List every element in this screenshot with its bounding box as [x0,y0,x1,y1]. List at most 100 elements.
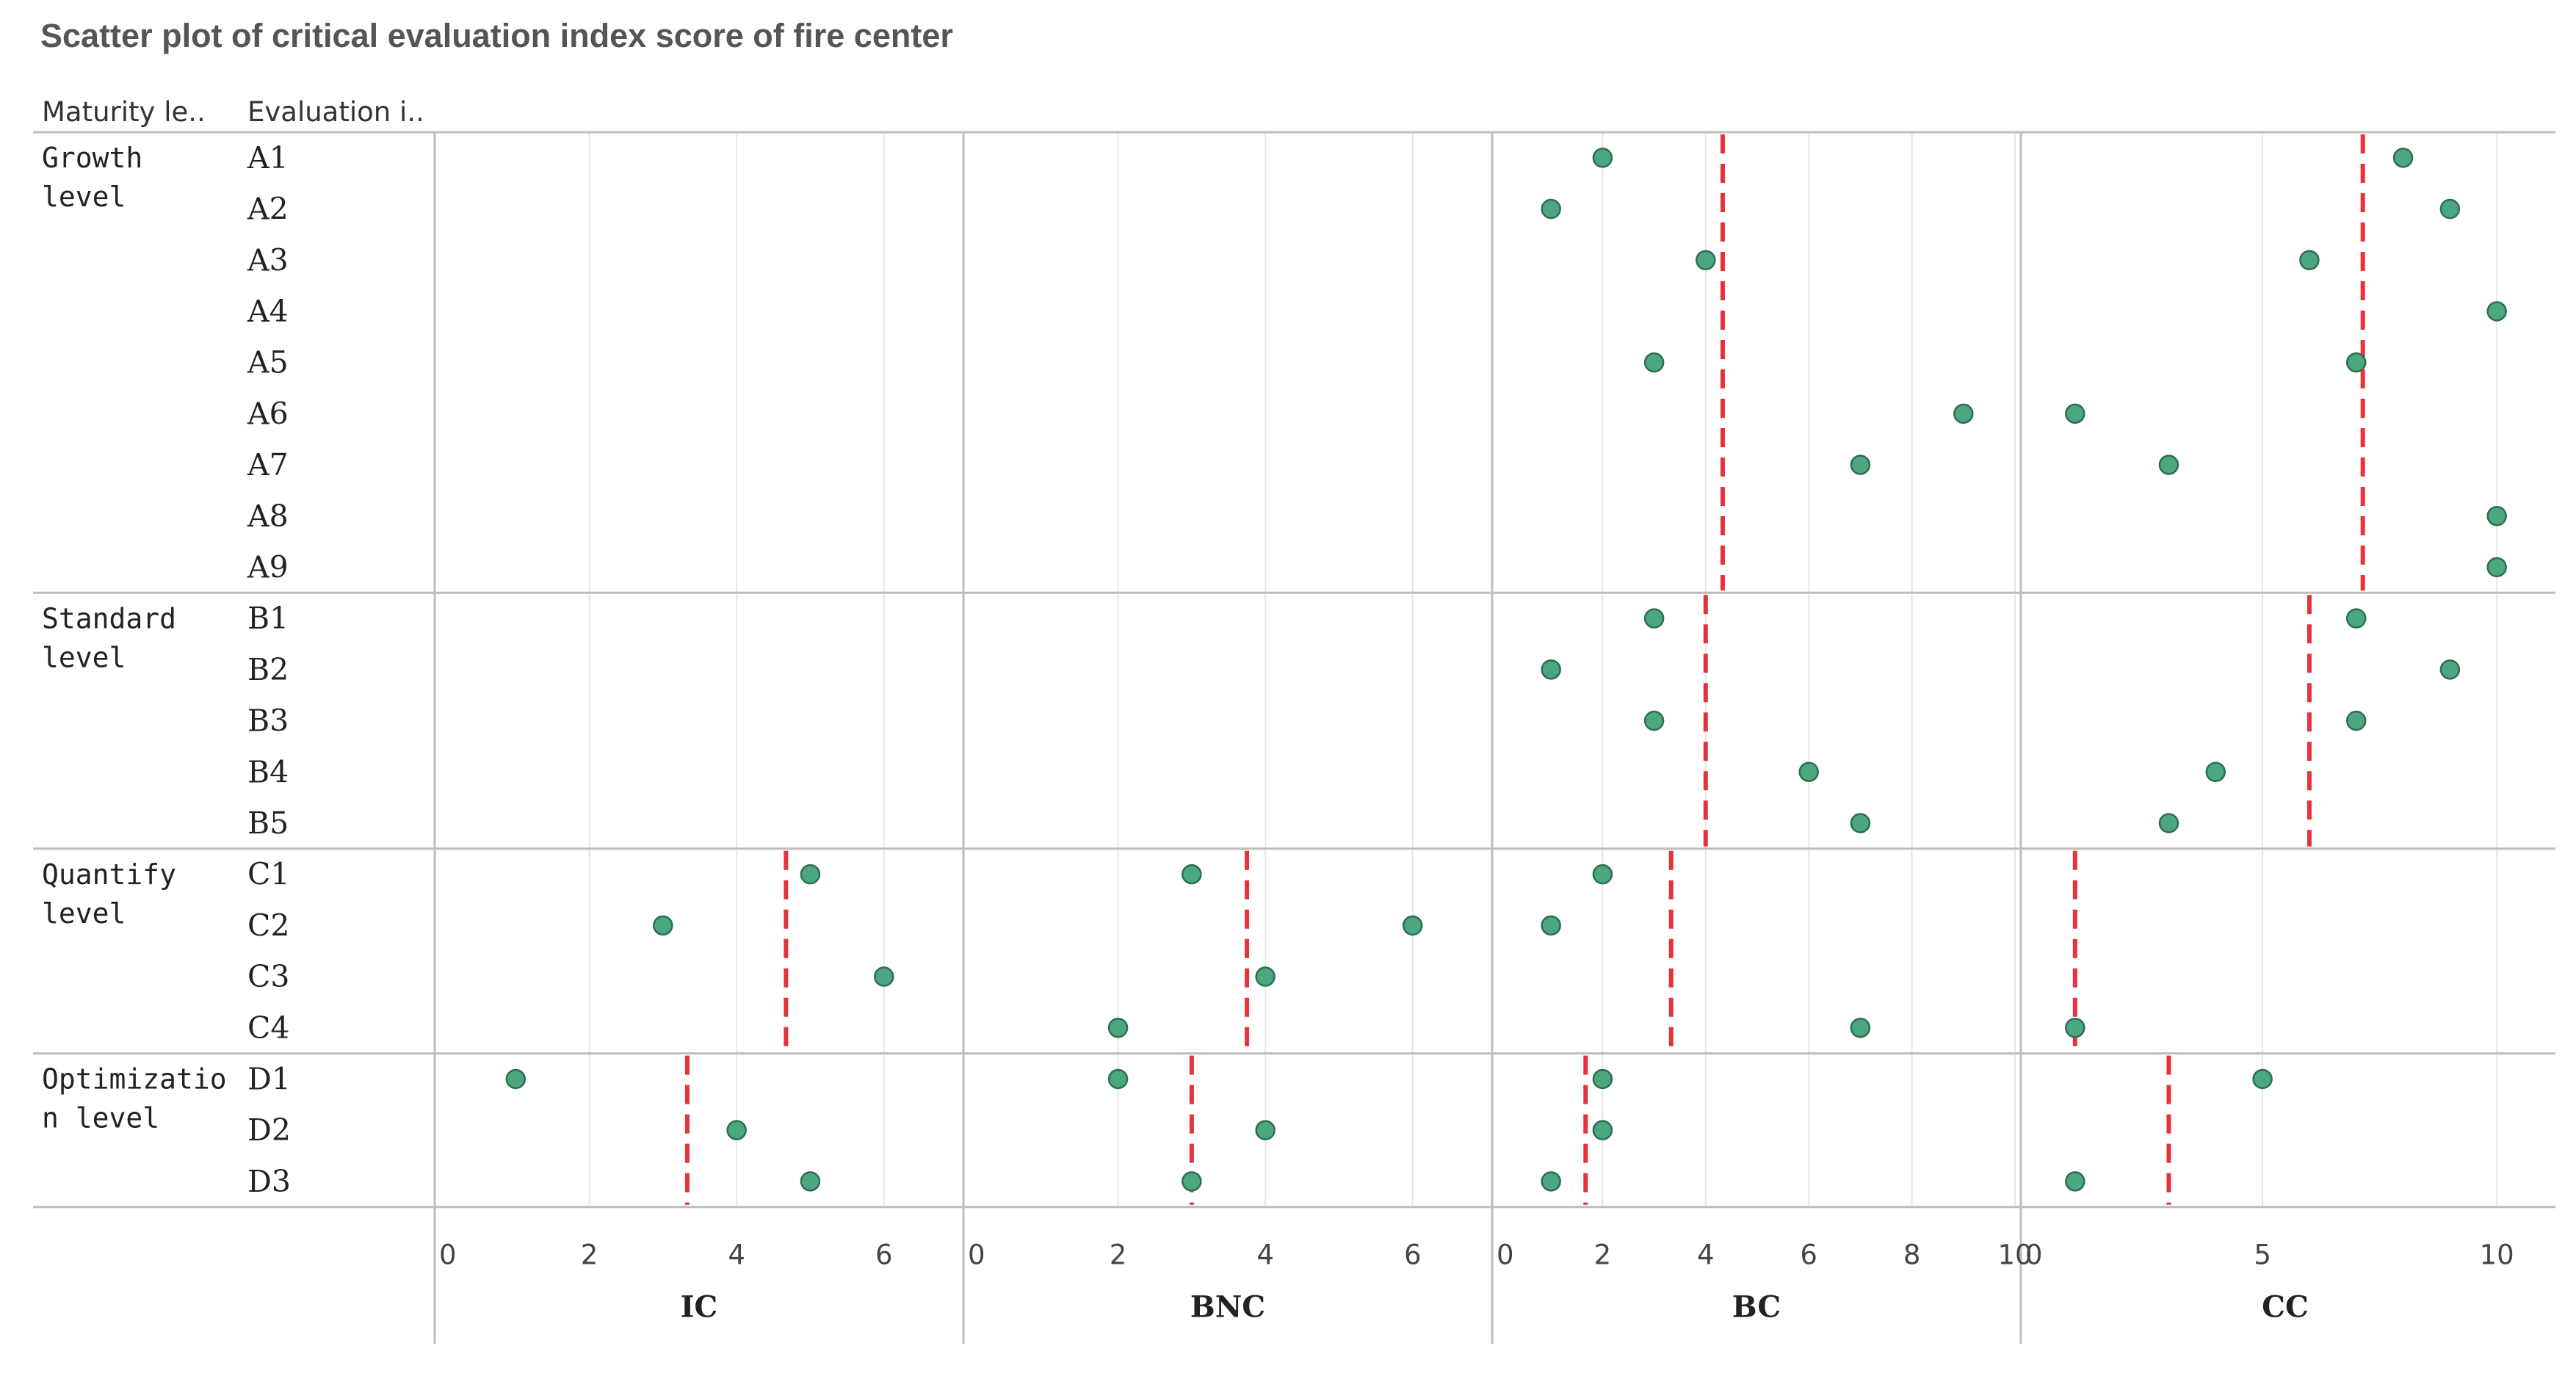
point-bc-b3 [1643,710,1665,731]
group-label-0-line-0: Growth [42,142,142,174]
panel-label-cc: CC [2262,1290,2309,1325]
point-ic-c1 [800,864,821,885]
point-bc-a2 [1541,198,1561,220]
tick-label-bc-2: 4 [1697,1239,1715,1271]
point-cc-a7 [2158,455,2179,475]
point-cc-b4 [2205,761,2226,782]
group-label-2-line-0: Quantify [42,858,176,891]
row-label-b4: B4 [247,754,289,789]
grid-layer [588,132,2498,1207]
tick-label-cc-2: 10 [2480,1239,2514,1271]
row-label-b5: B5 [247,806,289,841]
tick-label-cc-0: 0 [2025,1239,2043,1271]
tick-label-bc-3: 6 [1800,1239,1817,1271]
row-label-a8: A8 [247,499,289,534]
point-cc-a4 [2486,301,2507,322]
point-cc-b1 [2345,608,2367,629]
tick-label-bnc-3: 6 [1404,1239,1422,1271]
point-bc-d2 [1592,1120,1613,1140]
point-ic-d3 [800,1171,821,1192]
point-bnc-c2 [1402,915,1423,936]
row-label-c3: C3 [247,959,289,994]
tick-label-bc-1: 2 [1594,1239,1612,1271]
point-cc-a1 [2392,148,2414,168]
row-label-a1: A1 [247,140,289,175]
tick-label-cc-1: 5 [2254,1239,2271,1271]
row-label-b2: B2 [247,652,289,687]
chart-title: Scatter plot of critical evaluation inde… [40,17,953,54]
point-cc-a5 [2345,352,2367,373]
point-cc-d3 [2065,1171,2085,1192]
point-cc-a3 [2299,250,2320,270]
point-bc-b5 [1850,813,1871,833]
evaluation-index-header: Evaluation i.. [247,96,424,128]
group-label-3-line-1: n level [42,1102,159,1134]
point-bnc-d3 [1182,1171,1202,1192]
point-bnc-c3 [1255,966,1276,987]
tick-label-ic-0: 0 [439,1239,457,1271]
row-label-a9: A9 [247,549,289,584]
row-label-a2: A2 [247,192,289,227]
panel-label-bc: BC [1732,1290,1781,1325]
mean-line-layer [684,134,2365,1205]
point-ic-c3 [873,966,894,987]
point-layer [505,148,2507,1192]
point-cc-d1 [2252,1068,2273,1090]
tick-label-ic-3: 6 [875,1239,893,1271]
point-cc-c4 [2065,1018,2085,1038]
divider-layer [33,131,2555,1344]
point-bc-c2 [1541,915,1561,936]
point-cc-a2 [2439,198,2461,220]
point-cc-b2 [2439,659,2461,680]
group-label-2-line-1: level [42,897,126,930]
group-label-1-line-0: Standard [42,602,176,634]
tick-label-bc-4: 8 [1903,1239,1921,1271]
point-bc-a3 [1696,250,1716,270]
point-bc-a6 [1953,403,1974,424]
point-bc-c1 [1592,864,1613,885]
group-label-3-line-0: Optimizatio [42,1063,227,1096]
point-bc-a7 [1850,455,1871,475]
point-cc-b3 [2345,710,2367,731]
point-bc-a5 [1643,352,1665,373]
tick-label-ic-2: 4 [728,1239,745,1271]
point-bnc-d2 [1255,1120,1276,1140]
point-cc-a9 [2486,557,2507,578]
point-bc-b2 [1541,659,1561,680]
point-bc-b1 [1643,608,1665,629]
row-label-a6: A6 [247,396,289,431]
row-label-d1: D1 [247,1061,291,1096]
row-label-b3: B3 [247,703,289,739]
point-bnc-c1 [1182,864,1202,885]
tick-label-bnc-0: 0 [968,1239,985,1271]
group-label-0-line-1: level [42,181,126,213]
label-layer: Growth level A1 A2 A3 A4 A5 A6 A7 A8 A9 Standard lev… [42,140,291,1199]
maturity-level-header: Maturity le.. [42,96,206,128]
panel-label-bnc: BNC [1190,1290,1265,1325]
row-label-b1: B1 [247,601,289,636]
panel-label-ic: IC [681,1290,718,1325]
group-label-1-line-1: level [42,641,126,673]
point-ic-c2 [653,915,673,936]
row-label-c1: C1 [247,857,289,892]
point-ic-d1 [505,1068,527,1090]
point-cc-b5 [2158,813,2179,833]
point-ic-d2 [726,1120,747,1140]
point-cc-a6 [2065,403,2085,424]
point-bnc-d1 [1107,1068,1129,1090]
row-label-c2: C2 [247,908,289,943]
row-label-d3: D3 [247,1164,291,1199]
row-label-a3: A3 [247,242,289,278]
row-label-a5: A5 [247,345,289,380]
point-bc-d3 [1541,1171,1561,1192]
point-bc-a1 [1592,148,1613,168]
point-bc-c4 [1850,1018,1871,1038]
row-label-a4: A4 [247,294,289,329]
tick-label-ic-1: 2 [581,1239,598,1271]
tick-label-bc-0: 0 [1497,1239,1514,1271]
tick-label-bc-5: 10 [1997,1239,2032,1271]
tick-label-bnc-1: 2 [1110,1239,1127,1271]
point-bc-b4 [1798,761,1819,782]
tick-label-bnc-2: 4 [1256,1239,1274,1271]
